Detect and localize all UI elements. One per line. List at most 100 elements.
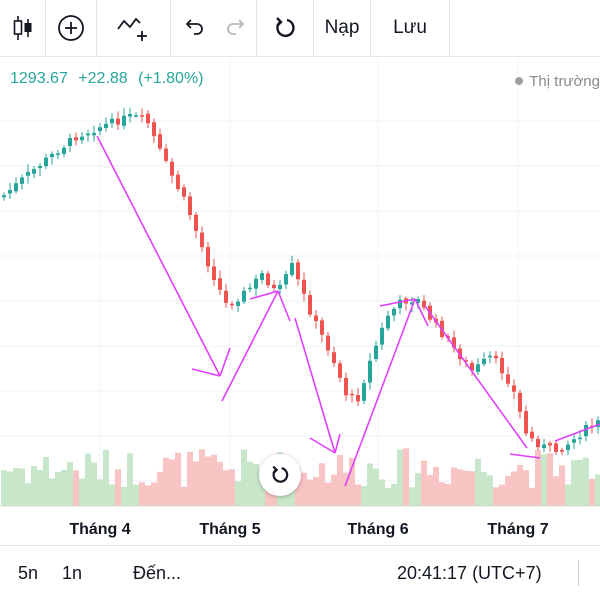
volume-bar (499, 484, 505, 506)
candle-body (416, 298, 420, 303)
volume-bar (91, 462, 97, 506)
volume-bar (55, 471, 61, 506)
add-symbol-button[interactable] (46, 0, 97, 56)
volume-bar (565, 484, 571, 506)
candle-body (596, 420, 600, 428)
redo-button[interactable] (216, 0, 257, 56)
volume-bar (307, 479, 313, 506)
volume-bar (529, 487, 535, 506)
volume-bar (535, 450, 541, 506)
volume-bar (391, 484, 397, 506)
volume-bar (229, 469, 235, 506)
candle-body (170, 161, 174, 176)
volume-bar (157, 471, 163, 506)
undo-icon (185, 19, 203, 35)
candle-body (512, 385, 516, 392)
candle-body (398, 299, 402, 309)
candle-body (194, 214, 198, 231)
add-circle-icon (58, 15, 84, 41)
candle-body (464, 360, 468, 362)
reset-icon (276, 17, 295, 37)
volume-bar (445, 483, 451, 506)
volume-bar (283, 486, 289, 506)
quote-line: 1293.67 +22.88 (+1.80%) (10, 70, 210, 88)
volume-bar (37, 470, 43, 506)
volume-bar (457, 469, 463, 506)
candle-body (362, 383, 366, 401)
volume-bar (427, 474, 433, 506)
candle-body (476, 364, 480, 372)
candle-body (386, 315, 390, 329)
volume-bar (175, 452, 181, 506)
range-1d-button[interactable]: 1n (62, 563, 83, 583)
trend-line (219, 347, 231, 377)
volume-bar (571, 460, 577, 506)
volume-bar (1, 470, 7, 506)
volume-bar (373, 468, 379, 506)
trend-line (277, 290, 291, 322)
reset-view-button[interactable] (259, 454, 301, 496)
candle-body (542, 444, 546, 449)
goto-date-button[interactable]: Đến... (133, 563, 182, 583)
reset-icon (272, 465, 289, 483)
volume-bar (67, 462, 73, 506)
volume-bar (205, 456, 211, 506)
candle-body (236, 301, 240, 306)
volume-bar (463, 470, 469, 506)
redo-icon (227, 19, 245, 35)
candle-body (488, 355, 492, 358)
range-5d-button[interactable]: 5n (18, 563, 39, 583)
candle-body (14, 183, 18, 192)
candle-body (572, 439, 576, 443)
volume-bar (421, 460, 427, 506)
candle-body (272, 284, 276, 289)
candle-body (338, 363, 342, 378)
price-chart[interactable]: Tháng 4 Tháng 5 Tháng 6 Tháng 7 (0, 56, 600, 545)
trend-line (221, 290, 279, 402)
candle-body (32, 168, 36, 174)
candle-body (50, 153, 54, 158)
candle-body (80, 136, 84, 141)
volume-bar (43, 457, 49, 506)
volume-bar (133, 484, 139, 506)
candle-body (122, 115, 126, 126)
candle-body (302, 279, 306, 294)
volume-bar (409, 487, 415, 506)
volume-bar (211, 454, 217, 506)
volume-bar (199, 449, 205, 506)
candle-body (392, 308, 396, 316)
clock-timezone[interactable]: 20:41:17 (UTC+7) (397, 563, 542, 583)
candle-body (482, 358, 486, 365)
volume-bar (295, 468, 301, 506)
volume-bar (73, 470, 79, 506)
reset-chart-button[interactable] (257, 0, 314, 56)
volume-bar (583, 457, 589, 506)
candle-body (248, 287, 252, 290)
load-layout-button[interactable]: Nạp (314, 0, 371, 56)
candle-body (8, 190, 12, 194)
candle-body (266, 273, 270, 286)
volume-bar (253, 464, 259, 506)
candle-body (524, 411, 528, 434)
volume-bar (415, 473, 421, 506)
x-tick-label: Tháng 4 (69, 521, 130, 538)
undo-button[interactable] (171, 0, 216, 56)
candle-body (20, 177, 24, 184)
candle-body (380, 327, 384, 345)
volume-bar (319, 463, 325, 506)
save-layout-button[interactable]: Lưu (371, 0, 450, 56)
candle-body (2, 195, 6, 198)
candle-body (56, 153, 60, 155)
candle-body (140, 115, 144, 117)
trend-line (96, 135, 221, 377)
price-change-percent: (+1.80%) (138, 70, 204, 87)
chart-type-button[interactable] (0, 0, 46, 56)
volume-bar (553, 476, 559, 506)
volume-bar (145, 485, 151, 506)
trend-line (334, 433, 341, 454)
volume-bar (217, 461, 223, 506)
volume-bar (7, 471, 13, 506)
indicators-button[interactable] (97, 0, 171, 56)
volume-bar (259, 471, 265, 506)
candle-body (158, 134, 162, 149)
